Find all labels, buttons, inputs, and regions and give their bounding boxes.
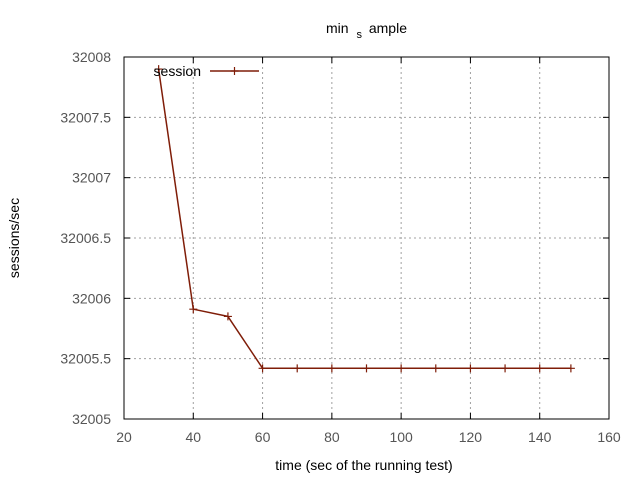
legend: session xyxy=(154,63,259,79)
x-tick-label: 100 xyxy=(389,429,413,445)
y-tick-label: 32008 xyxy=(72,49,111,65)
x-tick-label: 120 xyxy=(459,429,483,445)
legend-marker-session xyxy=(230,67,239,75)
data-point xyxy=(327,364,336,373)
y-tick-label: 32006 xyxy=(72,290,111,306)
series-line-session xyxy=(157,68,571,370)
x-tick-label: 60 xyxy=(255,429,271,445)
data-point xyxy=(189,305,198,314)
y-tick-label: 32007.5 xyxy=(60,109,111,125)
series-layer xyxy=(154,65,575,373)
data-point xyxy=(501,364,510,373)
data-point xyxy=(362,364,371,373)
y-tick-label: 32006.5 xyxy=(60,230,111,246)
data-point xyxy=(466,364,475,373)
y-tick-label: 32007 xyxy=(72,170,111,186)
y-tick-label: 32005.5 xyxy=(60,351,111,367)
y-tick-label: 32005 xyxy=(72,411,111,427)
x-tick-label: 140 xyxy=(528,429,552,445)
x-tick-label: 20 xyxy=(116,429,132,445)
data-point xyxy=(154,65,163,74)
chart-title: min s ample xyxy=(326,20,407,41)
x-tick-label: 80 xyxy=(324,429,340,445)
data-point xyxy=(431,364,440,373)
x-axis-title: time (sec of the running test) xyxy=(275,457,452,473)
data-point xyxy=(258,364,267,373)
axis-ticks: 20 40 60 80 100 120 140 160 32005 32005.5 32006 320… xyxy=(60,49,621,445)
legend-label-session: session xyxy=(154,63,201,79)
chart-title-pre: min xyxy=(326,20,349,36)
chart-title-sub: s xyxy=(356,29,362,41)
data-point xyxy=(223,312,232,321)
data-point xyxy=(397,364,406,373)
data-point xyxy=(566,364,575,373)
data-point xyxy=(293,364,302,373)
x-tick-label: 160 xyxy=(597,429,621,445)
data-point xyxy=(535,364,544,373)
grid-lines xyxy=(124,57,609,419)
chart-title-post: ample xyxy=(369,20,407,36)
x-tick-label: 40 xyxy=(185,429,201,445)
y-axis-title: sessions/sec xyxy=(6,198,22,278)
